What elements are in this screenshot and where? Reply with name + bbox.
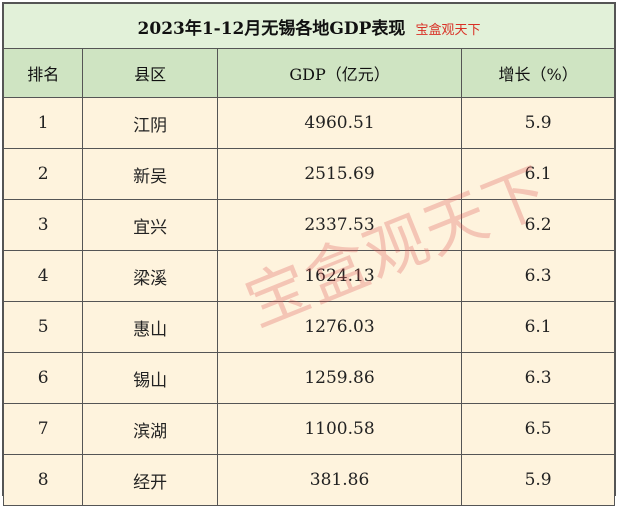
gdp-table: 2023年1-12月无锡各地GDP表现 宝盒观天下 排名 县区 GDP（亿元） 增… — [2, 3, 615, 506]
growth-cell: 6.3 — [461, 352, 615, 404]
gdp-cell: 2337.53 — [216, 199, 463, 251]
rank-cell: 1 — [2, 97, 84, 149]
gdp-cell: 1100.58 — [216, 403, 463, 455]
table-title-row: 2023年1-12月无锡各地GDP表现 宝盒观天下 — [3, 3, 615, 49]
growth-cell: 6.3 — [461, 250, 615, 302]
header-gdp: GDP（亿元） — [216, 48, 463, 98]
rank-cell: 2 — [2, 148, 84, 200]
growth-cell: 6.5 — [461, 403, 615, 455]
header-rank: 排名 — [2, 48, 84, 98]
gdp-cell: 1276.03 — [216, 301, 463, 353]
gdp-cell: 1259.86 — [216, 352, 463, 404]
header-growth: 增长（%） — [461, 48, 615, 98]
title-watermark-text: 宝盒观天下 — [415, 22, 481, 38]
gdp-cell: 2515.69 — [216, 148, 463, 200]
district-cell: 滨湖 — [82, 403, 218, 455]
table-row: 7 滨湖 1100.58 6.5 — [2, 403, 615, 455]
header-district: 县区 — [82, 48, 218, 98]
table-row: 1 江阴 4960.51 5.9 — [2, 97, 615, 149]
rank-cell: 4 — [2, 250, 84, 302]
growth-cell: 6.1 — [461, 301, 615, 353]
district-cell: 宜兴 — [82, 199, 218, 251]
district-cell: 惠山 — [82, 301, 218, 353]
table-row: 5 惠山 1276.03 6.1 — [2, 301, 615, 353]
table-header-row: 排名 县区 GDP（亿元） 增长（%） — [2, 48, 615, 98]
district-cell: 梁溪 — [82, 250, 218, 302]
rank-cell: 8 — [2, 454, 84, 506]
rank-cell: 6 — [2, 352, 84, 404]
table-row: 6 锡山 1259.86 6.3 — [2, 352, 615, 404]
table-row: 2 新吴 2515.69 6.1 — [2, 148, 615, 200]
district-cell: 经开 — [82, 454, 218, 506]
table-title-cell: 2023年1-12月无锡各地GDP表现 宝盒观天下 — [3, 3, 615, 49]
gdp-cell: 1624.13 — [216, 250, 463, 302]
growth-cell: 6.2 — [461, 199, 615, 251]
gdp-cell: 381.86 — [216, 454, 463, 506]
rank-cell: 5 — [2, 301, 84, 353]
table-row: 4 梁溪 1624.13 6.3 — [2, 250, 615, 302]
district-cell: 新吴 — [82, 148, 218, 200]
growth-cell: 5.9 — [461, 454, 615, 506]
district-cell: 锡山 — [82, 352, 218, 404]
district-cell: 江阴 — [82, 97, 218, 149]
table-row: 3 宜兴 2337.53 6.2 — [2, 199, 615, 251]
table-title: 2023年1-12月无锡各地GDP表现 — [137, 18, 406, 39]
growth-cell: 6.1 — [461, 148, 615, 200]
rank-cell: 7 — [2, 403, 84, 455]
growth-cell: 5.9 — [461, 97, 615, 149]
rank-cell: 3 — [2, 199, 84, 251]
table-row: 8 经开 381.86 5.9 — [2, 454, 615, 506]
gdp-cell: 4960.51 — [216, 97, 463, 149]
